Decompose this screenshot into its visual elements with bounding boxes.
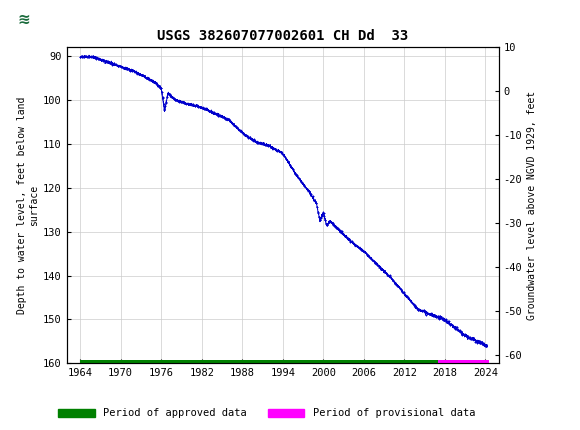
Bar	[438, 360, 489, 363]
Bar	[3, 3, 45, 37]
Y-axis label: Groundwater level above NGVD 1929, feet: Groundwater level above NGVD 1929, feet	[527, 91, 536, 320]
Text: USGS: USGS	[58, 10, 118, 29]
Text: ≋: ≋	[17, 12, 30, 27]
Legend: Period of approved data, Period of provisional data: Period of approved data, Period of provi…	[55, 404, 479, 423]
Title: USGS 382607077002601 CH Dd  33: USGS 382607077002601 CH Dd 33	[157, 29, 408, 43]
Bar	[80, 360, 438, 363]
Y-axis label: Depth to water level, feet below land
surface: Depth to water level, feet below land su…	[17, 97, 39, 314]
